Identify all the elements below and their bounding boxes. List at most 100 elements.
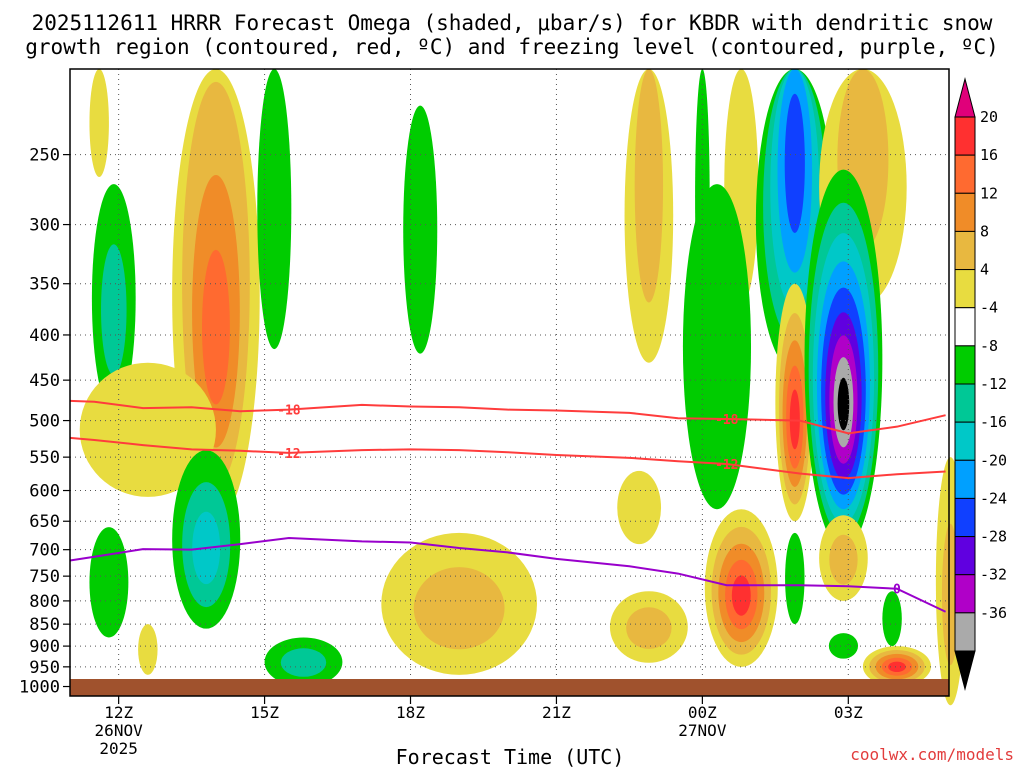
contour-label: -12 [715, 458, 738, 473]
omega-blob [381, 532, 537, 675]
omega-blob [257, 69, 292, 350]
chart-title-line2: growth region (contoured, red, ºC) and f… [25, 35, 999, 59]
omega-blob [828, 633, 859, 659]
y-tick-label: 250 [29, 146, 60, 166]
y-tick-label: 1000 [19, 678, 60, 698]
colorbar-label: -36 [980, 604, 1007, 622]
y-tick-label: 600 [29, 482, 60, 502]
colorbar-swatch [954, 497, 976, 538]
x-tick-label: 15Z [250, 703, 279, 722]
omega-blob [704, 509, 778, 667]
y-tick-label: 700 [29, 541, 60, 561]
omega-level-4 [138, 624, 158, 675]
omega-level-8 [626, 607, 672, 649]
colorbar-bottom-arrow [954, 650, 976, 691]
colorbar-swatch [954, 192, 976, 232]
omega-blob [617, 470, 662, 545]
watermark: coolwx.com/models [850, 745, 1014, 764]
x-tick-label: 21Z [542, 703, 571, 722]
omega-level--8 [101, 244, 127, 376]
y-axis: 2503003504004505005506006507007508008509… [19, 146, 70, 698]
contour--12 [69, 436, 946, 480]
omega-blob [624, 69, 674, 363]
y-tick-label: 650 [29, 512, 60, 532]
x-tick-label: 12Z [104, 703, 133, 722]
colorbar-label: 4 [980, 261, 989, 279]
colorbar-swatch [954, 421, 976, 461]
y-tick-label: 500 [29, 412, 60, 432]
omega-shading [79, 68, 966, 706]
omega-blob [862, 646, 932, 687]
colorbar-swatch [954, 536, 976, 576]
omega-level--36 [837, 377, 850, 431]
terrain-bar [70, 679, 949, 696]
colorbar-swatch [954, 459, 976, 499]
colorbar-swatch [954, 116, 976, 156]
colorbar-swatch [954, 154, 976, 194]
y-tick-label: 800 [29, 592, 60, 612]
y-tick-label: 750 [29, 567, 60, 587]
omega-level--4 [403, 105, 438, 354]
colorbar-swatch [954, 574, 976, 614]
y-tick-label: 400 [29, 326, 60, 346]
omega-blob [79, 362, 216, 497]
omega-level--8 [280, 648, 327, 677]
plot-area: -18 -18 -12 -12 0 [69, 68, 966, 706]
contour-label: 0 [893, 583, 901, 598]
omega-level-8 [829, 534, 858, 585]
colorbar-swatch [954, 269, 976, 309]
omega-level--4 [785, 532, 805, 625]
y-tick-label: 450 [29, 371, 60, 391]
omega-level-4 [89, 69, 109, 177]
omega-level--4 [89, 527, 129, 638]
y-tick-label: 900 [29, 637, 60, 657]
colorbar-swatch [954, 345, 976, 385]
y-tick-label: 350 [29, 275, 60, 295]
colorbar-label: -24 [980, 489, 1007, 507]
omega-level-4 [617, 470, 662, 545]
contour-0 [69, 536, 947, 613]
colorbar-label: -16 [980, 413, 1007, 431]
x-tick-date: 27NOV [678, 721, 727, 740]
contour-label: -18 [715, 413, 739, 428]
y-tick-label: 950 [29, 658, 60, 678]
x-tick-label: 03Z [834, 703, 863, 722]
omega-blob [264, 637, 343, 687]
colorbar-label: -4 [980, 299, 998, 317]
colorbar-label: 20 [980, 108, 998, 126]
colorbar-label: -32 [980, 566, 1007, 584]
colorbar-swatch [954, 383, 976, 423]
colorbar-label: -28 [980, 528, 1007, 546]
x-tick-label: 00Z [688, 703, 717, 722]
y-tick-label: 850 [29, 615, 60, 635]
omega-blob [91, 184, 136, 413]
x-tick-label: 18Z [396, 703, 425, 722]
chart-title-line1: 2025112611 HRRR Forecast Omega (shaded, … [32, 11, 993, 35]
omega-blob [609, 591, 688, 663]
y-tick-label: 550 [29, 448, 60, 468]
omega-blob [819, 515, 868, 601]
x-axis-label: Forecast Time (UTC) [396, 745, 625, 768]
omega-level--4 [828, 633, 859, 659]
y-tick-label: 300 [29, 216, 60, 236]
colorbar-label: 12 [980, 184, 998, 202]
colorbar-swatch [954, 612, 976, 652]
omega-level--20 [784, 93, 805, 234]
omega-blob [804, 169, 883, 550]
x-tick-year: 2025 [99, 739, 138, 758]
omega-blob [172, 450, 241, 629]
omega-blob [682, 184, 752, 510]
contour--18 [69, 399, 946, 435]
colorbar-label: -20 [980, 451, 1007, 469]
x-tick-date: 26NOV [95, 721, 144, 740]
omega-level--4 [882, 591, 902, 647]
omega-level-4 [79, 362, 216, 497]
omega-level-8 [634, 69, 664, 303]
omega-blob [785, 532, 805, 625]
contour-label: -18 [277, 404, 301, 419]
omega-level-20 [731, 575, 751, 616]
omega-level--4 [257, 69, 292, 350]
omega-level-20 [888, 661, 906, 673]
